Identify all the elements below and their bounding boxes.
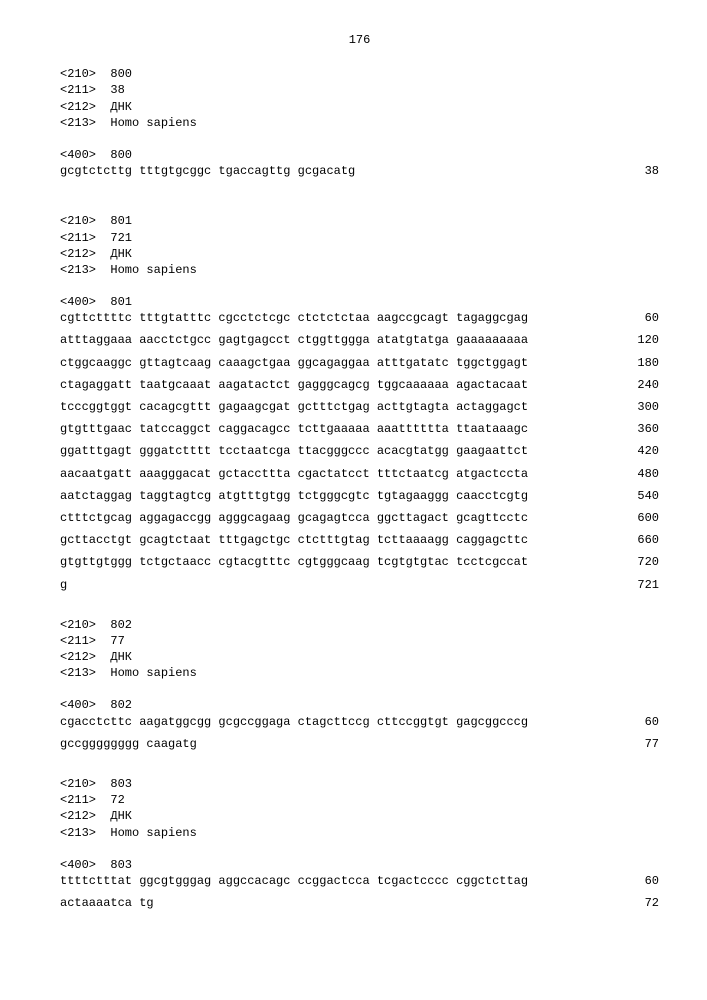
tag-212: <212> ДНК xyxy=(60,99,659,115)
seq-text: ctggcaaggc gttagtcaag caaagctgaa ggcagag… xyxy=(60,355,528,371)
seq-text: ttttctttat ggcgtgggag aggccacagc ccggact… xyxy=(60,873,528,889)
seq-pos: 38 xyxy=(613,163,659,179)
seq-row: ctagaggatt taatgcaaat aagatactct gagggca… xyxy=(60,377,659,393)
tag-213: <213> Homo sapiens xyxy=(60,825,659,841)
tag-211: <211> 77 xyxy=(60,633,659,649)
seq-pos: 360 xyxy=(613,421,659,437)
seq-header-800: <210> 800 <211> 38 <212> ДНК <213> Homo … xyxy=(60,66,659,131)
tag-400: <400> 801 xyxy=(60,294,659,310)
tag-213: <213> Homo sapiens xyxy=(60,262,659,278)
seq-row: ttttctttat ggcgtgggag aggccacagc ccggact… xyxy=(60,873,659,889)
seq-row: gcttacctgt gcagtctaat tttgagctgc ctctttg… xyxy=(60,532,659,548)
seq-text: ctttctgcag aggagaccgg agggcagaag gcagagt… xyxy=(60,510,528,526)
seq-pos: 72 xyxy=(613,895,659,911)
seq-pos: 60 xyxy=(613,873,659,889)
seq-row: tcccggtggt cacagcgttt gagaagcgat gctttct… xyxy=(60,399,659,415)
seq-row: actaaaatca tg 72 xyxy=(60,895,659,911)
tag-213: <213> Homo sapiens xyxy=(60,665,659,681)
seq-pos: 60 xyxy=(613,310,659,326)
tag-400: <400> 802 xyxy=(60,697,659,713)
seq-row: gcgtctcttg tttgtgcggc tgaccagttg gcgacat… xyxy=(60,163,659,179)
seq-text: cgttcttttc tttgtatttc cgcctctcgc ctctctc… xyxy=(60,310,528,326)
page-number: 176 xyxy=(60,32,659,48)
seq-text: ctagaggatt taatgcaaat aagatactct gagggca… xyxy=(60,377,528,393)
seq-pos: 540 xyxy=(613,488,659,504)
seq-text: aacaatgatt aaagggacat gctaccttta cgactat… xyxy=(60,466,528,482)
seq-text: gcttacctgt gcagtctaat tttgagctgc ctctttg… xyxy=(60,532,528,548)
tag-210: <210> 803 xyxy=(60,776,659,792)
tag-212: <212> ДНК xyxy=(60,649,659,665)
seq-text: aatctaggag taggtagtcg atgtttgtgg tctgggc… xyxy=(60,488,528,504)
seq-row: aatctaggag taggtagtcg atgtttgtgg tctgggc… xyxy=(60,488,659,504)
seq-header-801: <210> 801 <211> 721 <212> ДНК <213> Homo… xyxy=(60,213,659,278)
seq-text: gccgggggggg caagatg xyxy=(60,736,197,752)
seq-row: gtgttgtggg tctgctaacc cgtacgtttc cgtgggc… xyxy=(60,554,659,570)
tag-213: <213> Homo sapiens xyxy=(60,115,659,131)
seq-row: gtgtttgaac tatccaggct caggacagcc tcttgaa… xyxy=(60,421,659,437)
seq-row: ctttctgcag aggagaccgg agggcagaag gcagagt… xyxy=(60,510,659,526)
seq-pos: 240 xyxy=(613,377,659,393)
seq-feature-800: <400> 800 gcgtctcttg tttgtgcggc tgaccagt… xyxy=(60,147,659,179)
seq-text: gcgtctcttg tttgtgcggc tgaccagttg gcgacat… xyxy=(60,163,355,179)
seq-text: atttaggaaa aacctctgcc gagtgagcct ctggttg… xyxy=(60,332,528,348)
seq-row: cgttcttttc tttgtatttc cgcctctcgc ctctctc… xyxy=(60,310,659,326)
tag-400: <400> 803 xyxy=(60,857,659,873)
seq-text: gtgttgtggg tctgctaacc cgtacgtttc cgtgggc… xyxy=(60,554,528,570)
seq-row: g 721 xyxy=(60,577,659,593)
seq-text: cgacctcttc aagatggcgg gcgccggaga ctagctt… xyxy=(60,714,528,730)
tag-210: <210> 801 xyxy=(60,213,659,229)
seq-pos: 720 xyxy=(613,554,659,570)
seq-pos: 300 xyxy=(613,399,659,415)
seq-pos: 60 xyxy=(613,714,659,730)
seq-text: g xyxy=(60,577,67,593)
seq-pos: 600 xyxy=(613,510,659,526)
seq-row: ctggcaaggc gttagtcaag caaagctgaa ggcagag… xyxy=(60,355,659,371)
seq-feature-803: <400> 803 xyxy=(60,857,659,873)
seq-pos: 480 xyxy=(613,466,659,482)
seq-row: gccgggggggg caagatg 77 xyxy=(60,736,659,752)
seq-pos: 721 xyxy=(613,577,659,593)
seq-row: aacaatgatt aaagggacat gctaccttta cgactat… xyxy=(60,466,659,482)
seq-pos: 660 xyxy=(613,532,659,548)
seq-pos: 420 xyxy=(613,443,659,459)
seq-pos: 77 xyxy=(613,736,659,752)
tag-212: <212> ДНК xyxy=(60,808,659,824)
seq-header-802: <210> 802 <211> 77 <212> ДНК <213> Homo … xyxy=(60,617,659,682)
seq-text: gtgtttgaac tatccaggct caggacagcc tcttgaa… xyxy=(60,421,528,437)
tag-211: <211> 721 xyxy=(60,230,659,246)
seq-pos: 120 xyxy=(613,332,659,348)
tag-210: <210> 800 xyxy=(60,66,659,82)
tag-212: <212> ДНК xyxy=(60,246,659,262)
seq-feature-802: <400> 802 xyxy=(60,697,659,713)
seq-feature-801: <400> 801 xyxy=(60,294,659,310)
seq-pos: 180 xyxy=(613,355,659,371)
seq-row: ggatttgagt gggatctttt tcctaatcga ttacggg… xyxy=(60,443,659,459)
tag-211: <211> 72 xyxy=(60,792,659,808)
seq-text: tcccggtggt cacagcgttt gagaagcgat gctttct… xyxy=(60,399,528,415)
tag-400: <400> 800 xyxy=(60,147,659,163)
seq-row: cgacctcttc aagatggcgg gcgccggaga ctagctt… xyxy=(60,714,659,730)
seq-text: actaaaatca tg xyxy=(60,895,154,911)
seq-row: atttaggaaa aacctctgcc gagtgagcct ctggttg… xyxy=(60,332,659,348)
seq-text: ggatttgagt gggatctttt tcctaatcga ttacggg… xyxy=(60,443,528,459)
tag-211: <211> 38 xyxy=(60,82,659,98)
seq-header-803: <210> 803 <211> 72 <212> ДНК <213> Homo … xyxy=(60,776,659,841)
tag-210: <210> 802 xyxy=(60,617,659,633)
